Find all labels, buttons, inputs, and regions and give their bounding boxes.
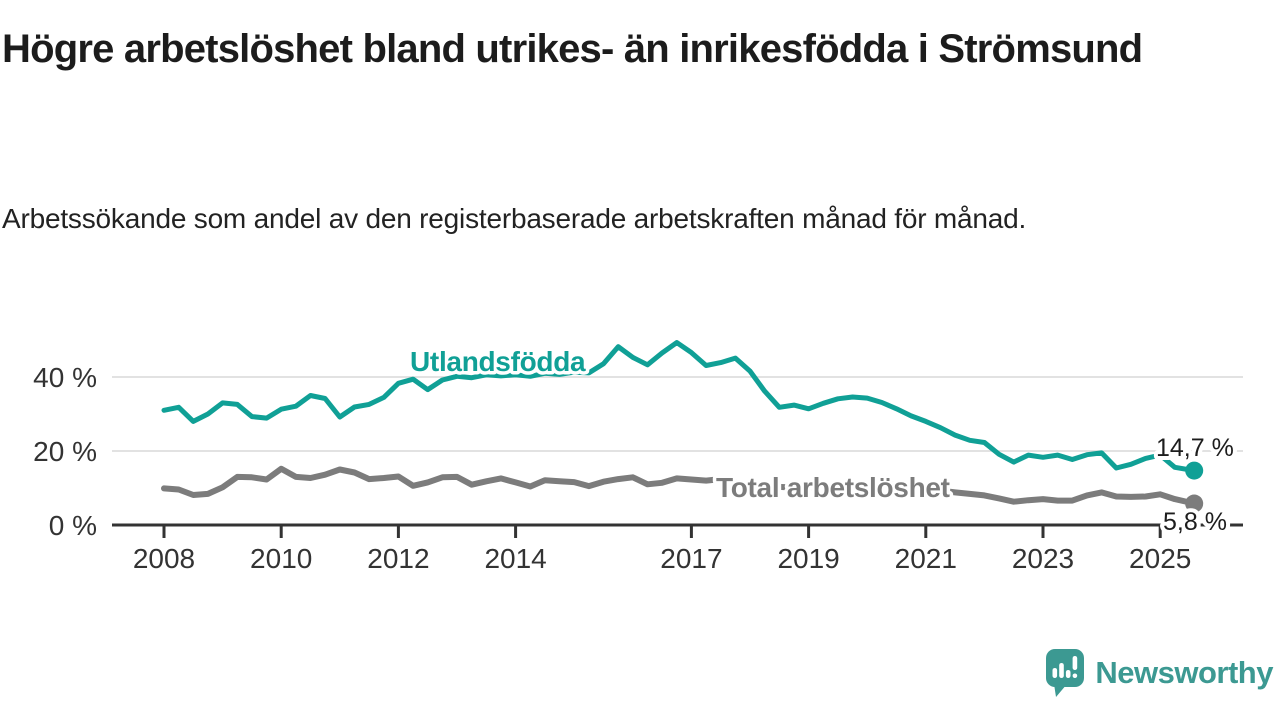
- x-tick-label: 2021: [895, 543, 957, 574]
- speech-bubble-tail: [1054, 684, 1068, 697]
- x-tick-label: 2014: [484, 543, 546, 574]
- y-tick-label: 20 %: [33, 436, 97, 467]
- x-tick-label: 2017: [660, 543, 722, 574]
- page-title: Högre arbetslöshet bland utrikes- än inr…: [2, 27, 1143, 71]
- series-line-1: [161, 465, 1198, 507]
- end-value-label-0: 14,7 %: [1156, 434, 1234, 462]
- x-tick-label: 2019: [777, 543, 839, 574]
- end-value-label-1: 5,8 %: [1163, 508, 1227, 536]
- x-tick-label: 2025: [1129, 543, 1191, 574]
- x-tick-label: 2010: [250, 543, 312, 574]
- series-label-0: Utlandsfödda: [410, 346, 586, 377]
- series-line-0: [161, 340, 1197, 474]
- series-label-1: Total arbetslöshet: [716, 472, 950, 503]
- series-end-dot-0: [1185, 461, 1204, 480]
- x-tick-label: 2023: [1012, 543, 1074, 574]
- newsworthy-logo-text: Newsworthy: [1095, 655, 1273, 690]
- y-tick-label: 0 %: [49, 510, 97, 541]
- x-tick-label: 2008: [133, 543, 195, 574]
- chart-subtitle: Arbetssökande som andel av den registerb…: [2, 203, 1027, 234]
- newsworthy-logo: Newsworthy: [1045, 648, 1273, 698]
- newsworthy-logo-icon: [1046, 649, 1085, 697]
- series-end-dot-1: [1185, 494, 1204, 513]
- y-tick-label: 40 %: [33, 362, 97, 393]
- x-tick-label: 2012: [367, 543, 429, 574]
